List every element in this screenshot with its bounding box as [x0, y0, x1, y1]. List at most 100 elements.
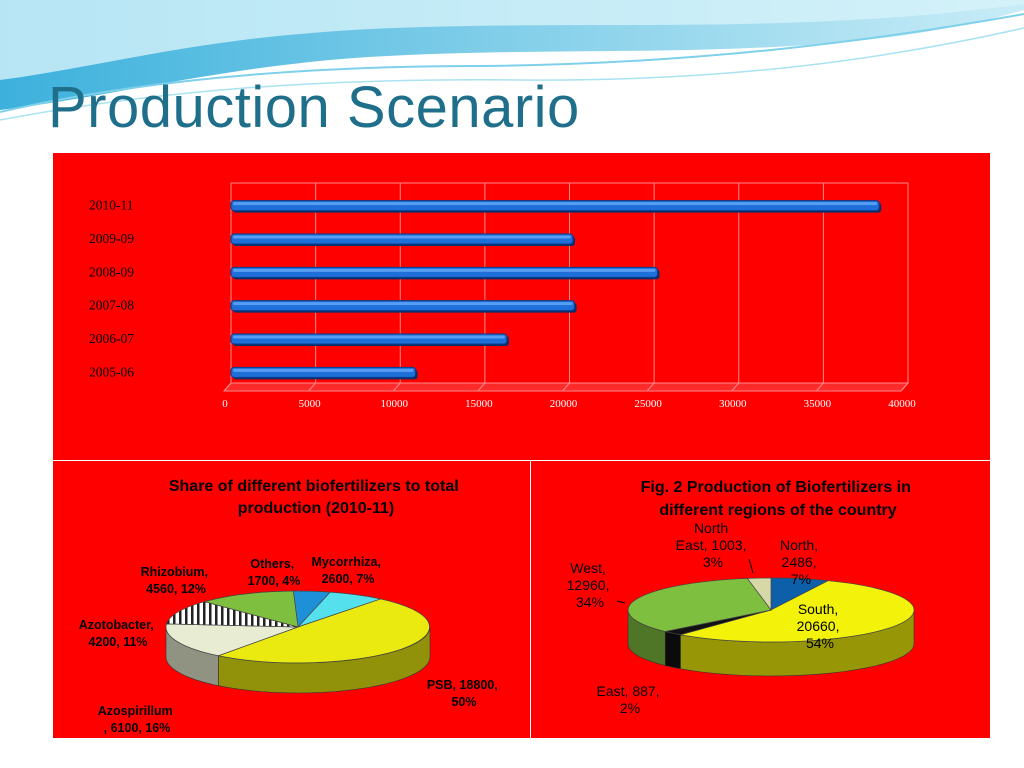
label-north: North, 2486, 7%: [780, 537, 822, 587]
pie-slice-south: [680, 580, 915, 643]
bar-highlight: [233, 368, 414, 372]
label-north-line-3: 7%: [791, 571, 811, 587]
right-title-line-2: different regions of the country: [659, 502, 896, 519]
label-azospirillum: Azospirillum , 6100, 16%: [98, 704, 177, 735]
leader-north-east: [748, 558, 754, 574]
x-tick-label: 25000: [634, 398, 662, 410]
label-psb-line-2: 50%: [451, 695, 476, 709]
bar: [230, 300, 577, 313]
x-tick-label: 30000: [719, 398, 747, 410]
region-pie-panel: Fig. 2 Production of Biofertilizers in d…: [531, 461, 990, 738]
bar-highlight: [233, 335, 505, 339]
label-azotobacter-line-1: Azotobacter,: [79, 618, 154, 632]
bar: [230, 200, 882, 213]
label-azotobacter: Azotobacter, 4200, 11%: [79, 618, 158, 649]
pie-slice-azotobacter: [166, 601, 299, 628]
y-category-label: 2005-06: [89, 364, 134, 379]
label-north-east-line-2: East, 1003,: [676, 537, 747, 553]
x-gridline-floor: [223, 382, 232, 392]
label-others-line-1: Others,: [250, 557, 294, 571]
x-gridline-floor: [477, 382, 486, 392]
x-tick-label: 20000: [550, 398, 578, 410]
y-category-label: 2006-07: [89, 331, 134, 346]
label-mycorrhiza-line-1: Mycorrhiza,: [312, 555, 381, 569]
header-waves: [0, 0, 1024, 121]
bar-highlight: [233, 235, 571, 239]
pie-slice-north-east: [746, 577, 772, 612]
label-north-east-line-1: North: [694, 520, 728, 536]
label-south-line-3: 54%: [806, 635, 834, 651]
bar-chart: 2010-11 2009-09 2008-09 2007-08 2006-07 2005-…: [89, 182, 916, 410]
label-east: East, 887, 2%: [597, 683, 664, 716]
label-north-east-line-3: 3%: [703, 554, 723, 570]
x-tick-label: 0: [222, 398, 228, 410]
x-tick-label: 15000: [465, 398, 493, 410]
label-north-east: North East, 1003, 3%: [676, 520, 751, 570]
left-chart-title: Share of different biofertilizers to tot…: [169, 478, 463, 517]
label-others: Others, 1700, 4%: [248, 557, 301, 588]
label-west-line-1: West,: [570, 560, 606, 576]
label-south-line-2: 20660,: [797, 618, 840, 634]
label-mycorrhiza-line-2: 2600, 7%: [322, 572, 375, 586]
pie-slice-west: [627, 578, 772, 632]
x-tick-label: 35000: [804, 398, 832, 410]
label-north-line-2: 2486,: [782, 554, 817, 570]
x-gridline-floor: [646, 382, 655, 392]
x-gridline-floor: [815, 382, 824, 392]
bar-body: [230, 366, 416, 378]
bar-chart-panel: 2010-11 2009-09 2008-09 2007-08 2006-07 2005-…: [53, 153, 990, 460]
region-pie-chart: Fig. 2 Production of Biofertilizers in d…: [567, 479, 916, 716]
biofertilizer-pie-chart: Share of different biofertilizers to tot…: [79, 478, 501, 735]
x-gridline-floor: [308, 382, 317, 392]
label-west-line-2: 12960,: [567, 577, 610, 593]
bar: [230, 233, 575, 246]
x-tick-label: 5000: [299, 398, 322, 410]
label-azospirillum-line-1: Azospirillum: [98, 704, 173, 718]
y-category-label: 2007-08: [89, 298, 134, 313]
label-others-line-2: 1700, 4%: [248, 574, 301, 588]
label-rhizobium-line-2: 4560, 12%: [146, 582, 206, 596]
bar: [230, 266, 660, 280]
label-psb-line-1: PSB, 18800,: [427, 678, 498, 692]
label-south: South, 20660, 54%: [797, 601, 844, 651]
pie-side-east: [664, 631, 681, 670]
label-mycorrhiza: Mycorrhiza, 2600, 7%: [312, 555, 385, 586]
bar-highlight: [233, 302, 573, 306]
bar: [230, 366, 418, 380]
label-azospirillum-line-2: , 6100, 16%: [104, 721, 171, 735]
label-rhizobium-line-1: Rhizobium,: [141, 565, 208, 579]
label-east-line-2: 2%: [620, 700, 640, 716]
x-gridline-floor: [562, 382, 570, 392]
y-category-label: 2009-09: [89, 231, 134, 246]
y-category-label: 2010-11: [89, 198, 134, 213]
pie-top-faces: [627, 577, 915, 643]
y-category-label: 2008-09: [89, 264, 134, 279]
bar-highlight: [233, 202, 878, 206]
label-east-line-1: East, 887,: [597, 683, 660, 699]
x-tick-label: 40000: [888, 398, 916, 410]
right-chart-title: Fig. 2 Production of Biofertilizers in d…: [641, 479, 916, 519]
x-gridline-floor: [900, 382, 909, 392]
biofertilizer-pie-panel: Share of different biofertilizers to tot…: [53, 461, 530, 738]
left-title-line-1: Share of different biofertilizers to tot…: [169, 478, 459, 495]
left-title-line-2: production (2010-11): [238, 500, 394, 517]
label-psb: PSB, 18800, 50%: [427, 678, 501, 709]
label-north-line-1: North,: [780, 537, 818, 553]
label-west-line-3: 34%: [576, 594, 604, 610]
x-tick-label: 10000: [381, 398, 409, 410]
x-gridline-floor: [731, 382, 740, 392]
slide-title: Production Scenario: [48, 75, 580, 140]
label-azotobacter-line-2: 4200, 11%: [88, 635, 147, 649]
right-title-line-1: Fig. 2 Production of Biofertilizers in: [641, 479, 911, 496]
pie-slice-azospirillum: [165, 623, 299, 657]
bar-highlight: [233, 268, 656, 272]
leader-west: [616, 600, 626, 604]
pie-slice-rhizobium: [202, 590, 299, 628]
label-west: West, 12960, 34%: [567, 560, 614, 610]
label-rhizobium: Rhizobium, 4560, 12%: [141, 565, 212, 596]
x-gridline-floor: [392, 382, 401, 392]
pie-top-faces: [165, 590, 430, 664]
pie-slice-psb: [217, 598, 430, 664]
bar: [230, 333, 509, 346]
label-south-line-1: South,: [798, 601, 838, 617]
